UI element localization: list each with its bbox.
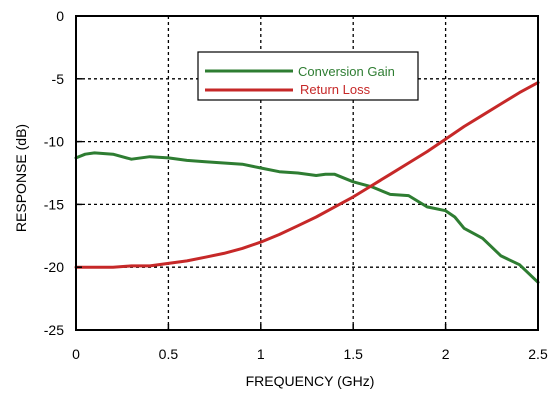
- y-tick-label: -10: [44, 134, 64, 150]
- y-tick-label: -5: [52, 71, 65, 87]
- y-tick-label: -20: [44, 259, 64, 275]
- y-tick-label: -25: [44, 322, 64, 338]
- y-tick-label: -15: [44, 196, 64, 212]
- series-line-conversion-gain: [74, 151, 540, 284]
- legend-label-return-loss: Return Loss: [300, 82, 371, 97]
- axis-ticks: 0 0.5 1 1.5 2 2.5 0 -5 -10 -15 -20 -25: [44, 8, 548, 362]
- x-tick-label: 0: [72, 346, 80, 362]
- series-lines: [74, 81, 540, 284]
- x-tick-label: 2.5: [528, 346, 548, 362]
- x-tick-label: 2: [442, 346, 450, 362]
- y-axis-title: RESPONSE (dB): [13, 124, 29, 232]
- grid: [76, 16, 538, 330]
- x-tick-label: 0.5: [159, 346, 179, 362]
- plot-area-frame: [75, 15, 539, 331]
- x-axis-title: FREQUENCY (GHz): [246, 373, 375, 389]
- series-line-return-loss: [74, 81, 540, 269]
- x-tick-label: 1: [257, 346, 265, 362]
- x-tick-label: 1.5: [343, 346, 363, 362]
- legend: Conversion Gain Return Loss: [197, 51, 419, 101]
- legend-box: [197, 51, 419, 101]
- y-tick-label: 0: [56, 8, 64, 24]
- legend-label-conversion-gain: Conversion Gain: [298, 64, 395, 79]
